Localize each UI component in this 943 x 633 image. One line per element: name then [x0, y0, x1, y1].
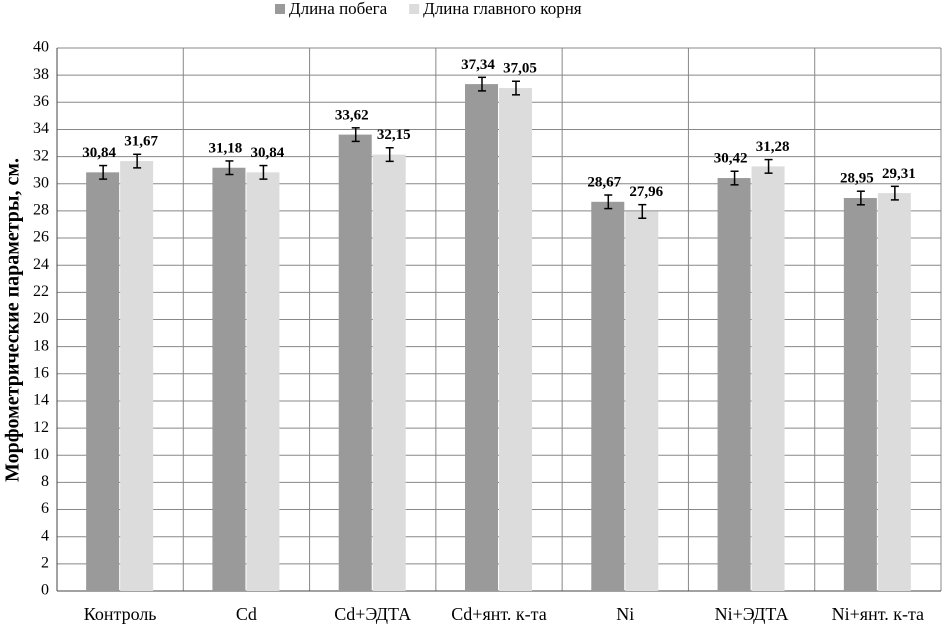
bar — [246, 172, 280, 592]
error-bar — [638, 203, 647, 219]
bar — [86, 172, 120, 592]
error-bar — [478, 76, 486, 92]
y-tick-label: 0 — [41, 582, 49, 599]
y-tick-label: 24 — [33, 256, 49, 273]
error-bar — [385, 147, 394, 163]
legend-swatch — [275, 4, 285, 14]
error-bar — [512, 80, 520, 96]
error-bar — [133, 153, 142, 169]
bar — [338, 134, 372, 591]
x-tick-label: Ni — [616, 604, 634, 624]
bar — [625, 211, 659, 591]
y-tick-label: 18 — [33, 337, 49, 354]
data-label: 30,84 — [251, 145, 285, 161]
bar — [120, 161, 154, 591]
error-bar — [730, 170, 739, 186]
y-tick-label: 14 — [33, 392, 49, 409]
legend-swatch — [409, 4, 420, 14]
y-tick-label: 16 — [33, 364, 49, 381]
data-label: 30,42 — [714, 151, 748, 167]
bar — [591, 201, 625, 591]
bar — [212, 167, 246, 591]
x-tick-label: Ni+ЭДТА — [715, 604, 789, 624]
y-tick-label: 26 — [33, 229, 49, 246]
data-label: 27,96 — [629, 184, 663, 200]
error-bar — [764, 158, 773, 174]
y-tick-label: 8 — [41, 473, 49, 490]
y-tick-label: 36 — [33, 93, 49, 110]
x-tick-label: Контроль — [84, 604, 157, 624]
y-tick-label: 38 — [33, 66, 49, 83]
data-label: 28,95 — [840, 171, 874, 187]
x-tick-label: Cd — [236, 604, 257, 624]
error-bar — [856, 190, 865, 206]
y-tick-label: 32 — [33, 147, 49, 164]
bar — [877, 193, 911, 591]
data-label: 33,62 — [335, 107, 369, 123]
error-bar — [225, 160, 234, 176]
data-label: 37,34 — [461, 57, 495, 73]
bar — [372, 154, 406, 591]
data-label: 30,84 — [82, 145, 116, 161]
bar — [843, 198, 877, 591]
data-label: 31,28 — [756, 139, 790, 155]
y-axis-label: Морфометрические параметры, см. — [2, 158, 24, 482]
data-label: 31,18 — [209, 140, 243, 156]
y-tick-label: 22 — [33, 283, 49, 300]
error-bar — [259, 164, 268, 180]
data-label: 37,05 — [503, 61, 537, 77]
bar — [499, 88, 532, 591]
y-tick-label: 20 — [33, 310, 49, 327]
data-label: 28,67 — [587, 174, 621, 190]
y-tick-label: 6 — [41, 500, 49, 517]
x-tick-label: Ni+янт. к-та — [832, 604, 924, 624]
x-tick-label: Cd+янт. к-та — [451, 604, 546, 624]
data-label: 31,67 — [124, 134, 158, 150]
y-tick-label: 30 — [33, 174, 49, 191]
bar — [751, 166, 785, 591]
y-tick-label: 34 — [33, 120, 49, 137]
y-tick-label: 28 — [33, 202, 49, 219]
error-bar — [99, 164, 108, 180]
legend-label: Длина главного корня — [423, 0, 582, 18]
data-label: 29,31 — [882, 166, 916, 182]
bar — [717, 178, 751, 591]
legend-label: Длина побега — [289, 0, 388, 18]
y-tick-label: 12 — [33, 419, 49, 436]
data-label: 32,15 — [377, 127, 411, 143]
x-tick-label: Cd+ЭДТА — [334, 604, 411, 624]
y-tick-label: 40 — [33, 39, 49, 56]
y-tick-label: 4 — [41, 527, 49, 544]
error-bar — [351, 127, 360, 143]
y-tick-label: 2 — [41, 555, 49, 572]
bar — [465, 84, 498, 591]
y-tick-label: 10 — [33, 446, 49, 463]
error-bar — [890, 185, 899, 201]
error-bar — [604, 194, 613, 210]
